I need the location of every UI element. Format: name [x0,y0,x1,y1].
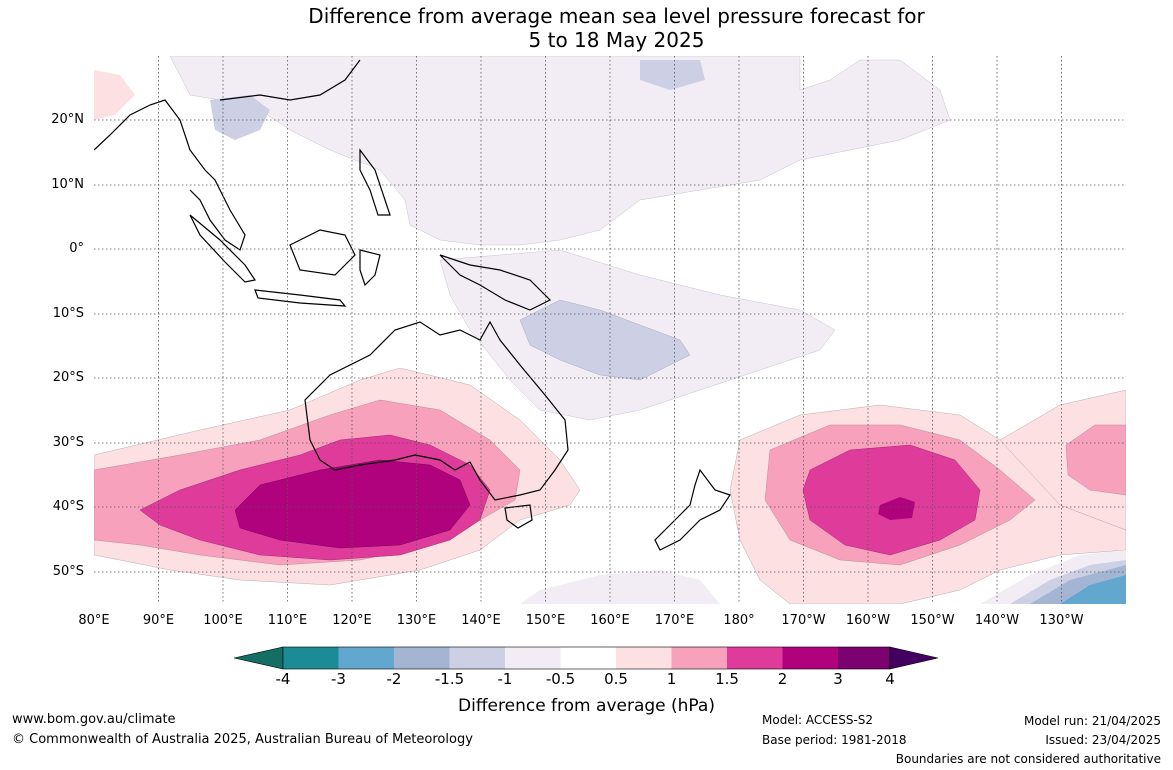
anomaly-band-aus-4 [234,459,471,549]
lon-label-180: 180° [723,613,755,628]
lon-label-90e: 90°E [142,613,175,628]
colorbar-bin-7 [616,647,672,669]
anomaly-band-pacific-north [640,60,705,90]
colorbar-label: -4 [275,670,291,688]
anomaly-band-pacific-2b [1065,424,1126,496]
lat-label-10n: 10°N [51,177,84,192]
colorbar-title: Difference from average (hPa) [458,696,715,716]
borneo-coast [289,229,356,276]
colorbar-bin-11 [838,647,890,669]
australia-coast [304,320,569,501]
lon-label-130e: 130°E [396,613,437,628]
anomaly-band-north [169,56,951,246]
lon-label-170w: 170°W [781,613,826,628]
coastlines [94,59,731,551]
colorbar-label: -0.5 [545,670,576,688]
footer-model: Model: ACCESS-S2 [762,713,874,727]
footer-issued: Issued: 23/04/2025 [1045,733,1161,747]
new-guinea-coast [439,254,552,311]
lon-label-160w: 160°W [845,613,891,628]
anomaly-band-coral-sea-core [519,299,691,381]
anomaly-band-asia [210,95,270,140]
title-line-2: 5 to 18 May 2025 [528,28,705,52]
sulawesi-coast [359,249,381,287]
gridlines [94,56,1126,604]
lon-label-130w: 130°W [1039,613,1084,628]
colorbar-label: -1.5 [434,670,465,688]
colorbar-label: -1 [497,670,513,688]
new-zealand-coast [654,468,731,551]
lat-label-10s: 10°S [52,306,84,321]
footer-copyright: © Commonwealth of Australia 2025, Austra… [12,732,473,747]
lon-label-160e: 160°E [590,613,630,628]
anomaly-band-south-5 [1060,575,1126,604]
chart-title: Difference from average mean sea level p… [0,4,1173,52]
lon-label-140e: 140°E [461,613,501,628]
java-coast [254,289,347,307]
colorbar-label: 2 [777,670,788,688]
footer-disclaimer: Boundaries are not considered authoritat… [895,752,1161,766]
colorbar-label: 0.5 [604,670,628,688]
colorbar-label: 1.5 [715,670,739,688]
colorbar-bin-5 [505,647,561,669]
colorbar-bin-1 [283,647,339,669]
lon-label-140w: 140°W [974,613,1020,628]
lon-label-80e: 80°E [78,613,110,628]
colorbar-bin-3 [394,647,450,669]
lon-label-150w: 150°W [910,613,955,628]
footer-url: www.bom.gov.au/climate [12,712,176,727]
colorbar-extend-high [889,646,939,670]
colorbar-label: 1 [666,670,677,688]
colorbar-bin-8 [671,647,727,669]
colorbar-bin-9 [727,647,783,669]
lon-label-110e: 110°E [267,613,308,628]
lat-label-20s: 20°S [52,370,84,385]
colorbar-label: 4 [885,670,895,688]
lon-label-100e: 100°E [203,613,243,628]
lat-label-30s: 30°S [52,435,84,450]
colorbar-label: -2 [386,670,402,688]
anomaly-band-pacific-4 [878,497,915,520]
anomaly-band-south-1 [520,570,720,604]
philippines-coast [359,148,391,216]
sumatra-coast [189,214,256,283]
colorbar [233,646,939,670]
lat-label-50s: 50°S [52,564,84,579]
colorbar-bin-4 [449,647,505,669]
lon-label-170e: 170°E [654,613,695,628]
footer-base-period: Base period: 1981-2018 [762,733,907,747]
colorbar-label: 3 [833,670,843,688]
anomaly-band-pacific-1b [999,389,1126,531]
anomaly-band-india [94,70,135,120]
colorbar-bin-6 [560,647,616,669]
tasmania-coast [504,504,533,529]
colorbar-extend-low [233,646,284,670]
lat-label-0: 0° [69,241,84,256]
pressure-anomaly-field [94,56,1126,604]
colorbar-bin-10 [782,647,838,669]
lat-label-20n: 20°N [51,112,84,127]
title-line-1: Difference from average mean sea level p… [308,4,925,28]
anomaly-band-pacific-3 [802,444,981,556]
lat-label-40s: 40°S [52,499,84,514]
asia-coast [94,59,361,251]
colorbar-bin-2 [338,647,394,669]
colorbar-label: -3 [331,670,346,688]
lon-label-150e: 150°E [525,613,566,628]
lon-label-120e: 120°E [332,613,372,628]
footer-model-run: Model run: 21/04/2025 [1023,714,1161,728]
